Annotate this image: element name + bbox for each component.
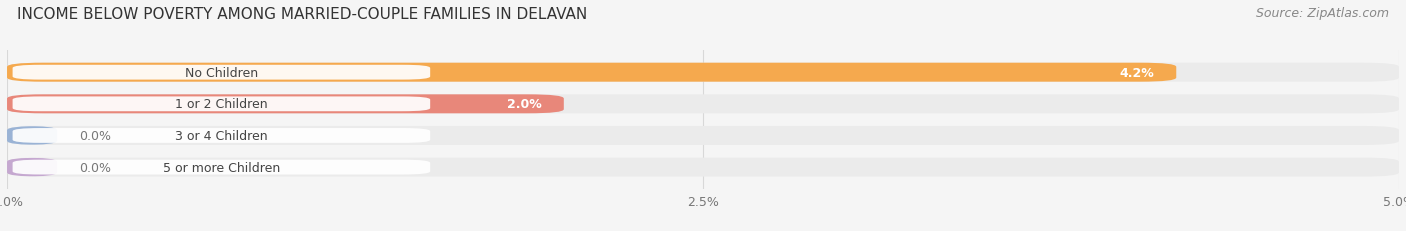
Text: 0.0%: 0.0% — [79, 161, 111, 174]
Text: INCOME BELOW POVERTY AMONG MARRIED-COUPLE FAMILIES IN DELAVAN: INCOME BELOW POVERTY AMONG MARRIED-COUPL… — [17, 7, 588, 22]
FancyBboxPatch shape — [7, 126, 58, 145]
Text: Source: ZipAtlas.com: Source: ZipAtlas.com — [1256, 7, 1389, 20]
Text: 4.2%: 4.2% — [1119, 66, 1154, 79]
Text: 3 or 4 Children: 3 or 4 Children — [176, 129, 267, 142]
FancyBboxPatch shape — [13, 97, 430, 112]
FancyBboxPatch shape — [13, 160, 430, 175]
FancyBboxPatch shape — [7, 126, 1399, 145]
Text: No Children: No Children — [184, 66, 257, 79]
FancyBboxPatch shape — [13, 128, 430, 143]
FancyBboxPatch shape — [7, 158, 58, 177]
Text: 1 or 2 Children: 1 or 2 Children — [176, 98, 267, 111]
FancyBboxPatch shape — [7, 64, 1177, 82]
FancyBboxPatch shape — [7, 158, 1399, 177]
Text: 2.0%: 2.0% — [506, 98, 541, 111]
FancyBboxPatch shape — [7, 95, 1399, 114]
Text: 0.0%: 0.0% — [79, 129, 111, 142]
FancyBboxPatch shape — [13, 66, 430, 80]
FancyBboxPatch shape — [7, 95, 564, 114]
FancyBboxPatch shape — [7, 64, 1399, 82]
Text: 5 or more Children: 5 or more Children — [163, 161, 280, 174]
